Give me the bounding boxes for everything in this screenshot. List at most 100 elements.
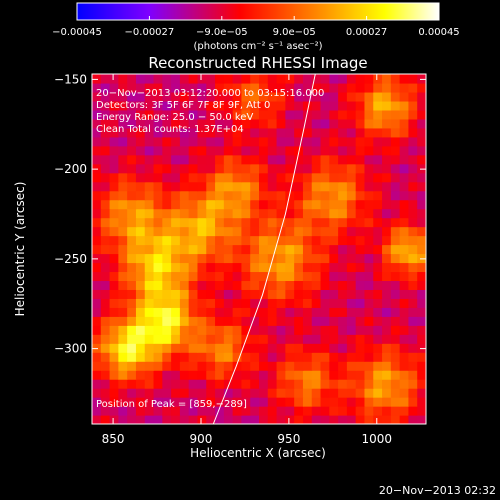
heatmap-cell: [267, 235, 278, 246]
heatmap-cell: [144, 415, 155, 424]
heatmap-cell: [364, 415, 374, 424]
heatmap-cell: [197, 397, 207, 407]
heatmap-cell: [320, 415, 330, 424]
heatmap-cell: [267, 100, 278, 111]
heatmap-cell: [100, 370, 111, 380]
heatmap-cell: [302, 388, 313, 398]
heatmap-cell: [267, 316, 278, 326]
heatmap-cell: [127, 208, 137, 219]
heatmap-cell: [197, 325, 207, 335]
heatmap-cell: [302, 262, 313, 273]
heatmap-cell: [267, 136, 278, 147]
heatmap-cell: [171, 388, 181, 398]
heatmap-cell: [100, 82, 111, 93]
heatmap-cell: [259, 352, 269, 362]
heatmap-cell: [408, 235, 418, 246]
heatmap-cell: [346, 361, 357, 371]
heatmap-cell: [276, 235, 286, 246]
heatmap-cell: [382, 226, 392, 237]
heatmap-cell: [311, 388, 322, 398]
heatmap-cell: [355, 190, 366, 201]
heatmap-cell: [302, 379, 313, 389]
heatmap-cell: [276, 82, 286, 93]
heatmap-cell: [162, 82, 172, 93]
heatmap-cell: [408, 406, 418, 416]
heatmap-cell: [259, 307, 269, 317]
heatmap-cell: [320, 181, 330, 192]
heatmap-cell: [188, 208, 199, 219]
heatmap-cell: [320, 244, 330, 255]
heatmap-cell: [390, 145, 401, 156]
heatmap-cell: [382, 100, 392, 111]
heatmap-cell: [118, 136, 128, 147]
heatmap-cell: [135, 316, 146, 326]
heatmap-cell: [399, 280, 410, 290]
heatmap-cell: [92, 181, 102, 192]
heatmap-cell: [259, 289, 269, 299]
heatmap-cell: [118, 316, 128, 326]
heatmap-cell: [92, 370, 102, 380]
heatmap-cell: [171, 235, 181, 246]
heatmap-cell: [197, 127, 207, 138]
heatmap-cell: [135, 109, 146, 120]
heatmap-cell: [320, 352, 330, 362]
heatmap-cell: [311, 118, 322, 129]
heatmap-cell: [408, 154, 418, 165]
heatmap-cell: [215, 244, 225, 255]
heatmap-cell: [373, 343, 383, 353]
heatmap-cell: [197, 109, 207, 120]
heatmap-cell: [188, 154, 199, 165]
heatmap-cell: [276, 361, 286, 371]
heatmap-cell: [329, 253, 339, 264]
heatmap-cell: [408, 298, 418, 308]
heatmap-cell: [373, 109, 383, 120]
heatmap-cell: [259, 316, 269, 326]
heatmap-cell: [320, 109, 330, 120]
heatmap-cell: [127, 74, 137, 84]
heatmap-cell: [92, 253, 102, 264]
heatmap-cell: [144, 334, 155, 344]
heatmap-cell: [408, 397, 418, 407]
heatmap-cell: [311, 109, 322, 120]
heatmap-cell: [241, 127, 251, 138]
heatmap-cell: [346, 280, 357, 290]
heatmap-cell: [144, 379, 155, 389]
heatmap-cell: [259, 253, 269, 264]
heatmap-cell: [188, 235, 199, 246]
heatmap-cell: [329, 109, 339, 120]
heatmap-cell: [127, 217, 137, 228]
heatmap-cell: [408, 289, 418, 299]
heatmap-cell: [250, 154, 260, 165]
heatmap-cell: [355, 109, 366, 120]
heatmap-cell: [179, 307, 190, 317]
heatmap-cell: [109, 262, 119, 273]
heatmap-cell: [223, 100, 234, 111]
heatmap-cell: [320, 379, 330, 389]
heatmap-cell: [320, 217, 330, 228]
heatmap-cell: [100, 190, 111, 201]
heatmap-cell: [338, 325, 348, 335]
heatmap-cell: [179, 190, 190, 201]
heatmap-cell: [100, 74, 111, 84]
heatmap-cell: [373, 181, 383, 192]
heatmap-cell: [144, 388, 155, 398]
heatmap-cell: [135, 370, 146, 380]
heatmap-cell: [206, 361, 216, 371]
heatmap-cell: [294, 74, 304, 84]
heatmap-cell: [267, 379, 278, 389]
heatmap-cell: [364, 280, 374, 290]
heatmap-cell: [390, 325, 401, 335]
heatmap-cell: [390, 154, 401, 165]
heatmap-cell: [267, 199, 278, 210]
heatmap-cell: [382, 262, 392, 273]
heatmap-cell: [355, 244, 366, 255]
heatmap-cell: [92, 361, 102, 371]
heatmap-cell: [144, 217, 155, 228]
heatmap-cell: [162, 253, 172, 264]
x-tick-label: 900: [190, 432, 213, 446]
heatmap-cell: [373, 406, 383, 416]
heatmap-cell: [188, 316, 199, 326]
heatmap-cell: [250, 352, 260, 362]
heatmap-cell: [294, 415, 304, 424]
heatmap-cell: [197, 307, 207, 317]
